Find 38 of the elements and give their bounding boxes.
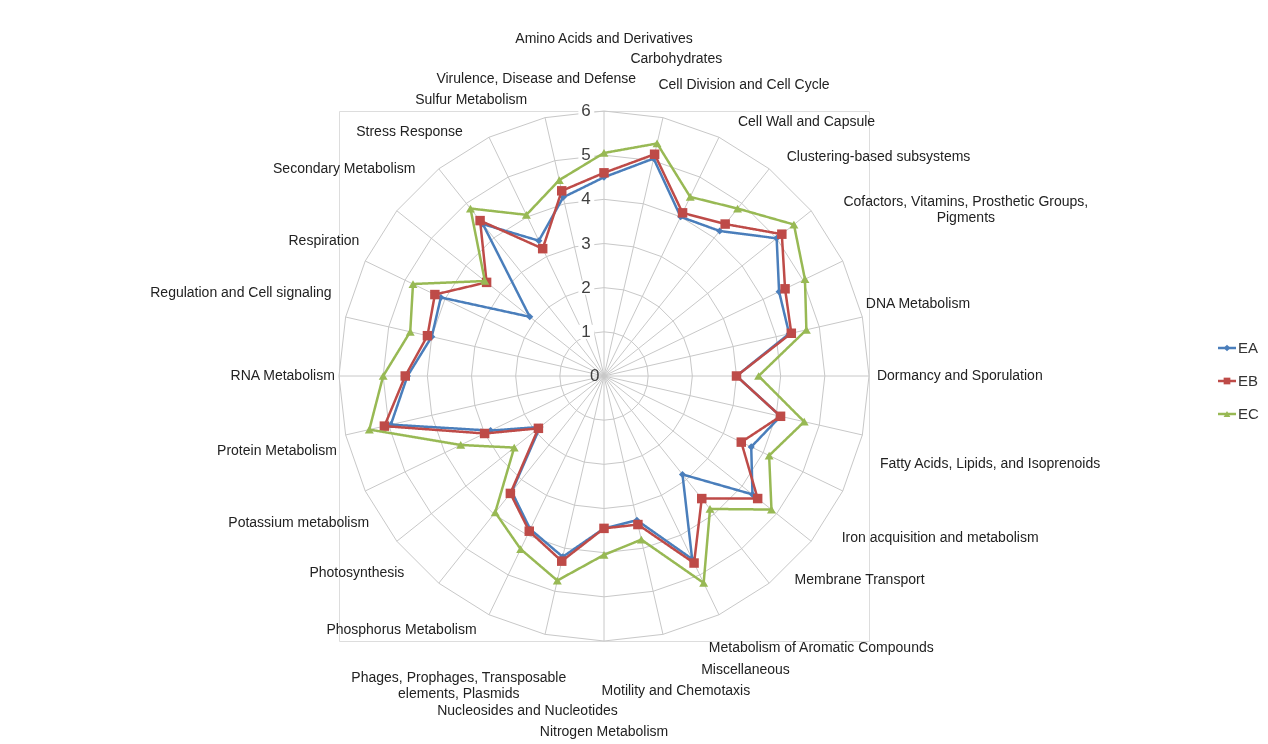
spoke-label: Protein Metabolism — [217, 441, 337, 458]
y-tick-label: 3 — [581, 233, 591, 253]
spoke-label: Respiration — [288, 232, 360, 249]
y-tick-label: 2 — [581, 277, 591, 297]
spoke-label: Cofactors, Vitamins, Prosthetic Groups, Pigments — [843, 192, 1089, 225]
spoke-label: Stress Response — [356, 123, 464, 140]
spoke-label: Phosphorus Metabolism — [326, 620, 477, 637]
spoke-label: RNA Metabolism — [230, 367, 335, 383]
spoke-label: Nitrogen Metabolism — [539, 722, 669, 739]
y-tick-label: 4 — [581, 189, 591, 209]
spoke-label: Motility and Chemotaxis — [601, 681, 751, 698]
spoke-label: Metabolism of Aromatic Compounds — [708, 639, 934, 656]
spoke-label: Clustering-based subsystems — [786, 148, 971, 165]
spoke-label: Cell Division and Cell Cycle — [658, 76, 830, 93]
y-tick-label: 6 — [581, 101, 591, 120]
spoke-label: Virulence, Disease and Defense — [436, 70, 637, 87]
spoke-label: Photosynthesis — [309, 564, 405, 581]
spoke-label: Fatty Acids, Lipids, and Isoprenoids — [879, 455, 1101, 472]
spoke-label: DNA Metabolism — [865, 295, 971, 312]
y-tick-label: 0 — [590, 366, 600, 385]
spoke-label: Sulfur Metabolism — [415, 91, 528, 108]
spoke-label: Carbohydrates — [630, 49, 723, 66]
spoke-label: Secondary Metabolism — [273, 159, 416, 176]
spoke-label: Membrane Transport — [794, 570, 925, 587]
spoke-label: Phages, Prophages, Transposable elements, Plasmids — [351, 668, 567, 701]
y-tick-label: 1 — [581, 321, 591, 341]
legend-label: EC — [1238, 405, 1259, 422]
spoke-label: Cell Wall and Capsule — [737, 113, 876, 130]
spoke-label: Nucleosides and Nucleotides — [437, 702, 618, 719]
spoke-label: Dormancy and Sporulation — [876, 367, 1043, 383]
spoke-label: Regulation and Cell signaling — [150, 284, 332, 301]
legend-label: EB — [1238, 372, 1259, 389]
spoke-label: Miscellaneous — [701, 660, 790, 677]
spoke-label: Amino Acids and Derivatives — [515, 29, 693, 46]
y-tick-label: 5 — [581, 145, 591, 165]
spoke-label: Iron acquisition and metabolism — [841, 528, 1039, 545]
spoke-label: Potassium metabolism — [228, 514, 370, 531]
legend-label: EA — [1238, 339, 1259, 356]
